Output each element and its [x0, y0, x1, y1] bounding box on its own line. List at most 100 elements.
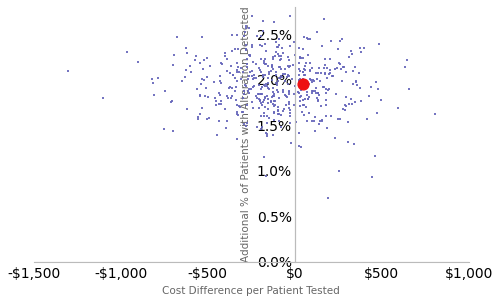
Point [296, 94, 304, 99]
Point [248, 14, 256, 18]
Point [312, 71, 320, 76]
Point [242, 47, 250, 52]
Point [284, 64, 292, 69]
Point [196, 60, 204, 65]
Point [263, 132, 271, 136]
Point [272, 73, 280, 78]
Point [277, 73, 285, 78]
Point [150, 92, 158, 97]
Point [284, 65, 292, 69]
Point [342, 69, 349, 74]
Point [306, 67, 314, 72]
Point [296, 67, 304, 72]
Point [258, 113, 266, 118]
Point [270, 104, 278, 108]
Point [322, 98, 330, 102]
Point [198, 105, 205, 110]
Point [298, 47, 306, 52]
Point [285, 105, 293, 110]
Point [228, 72, 236, 77]
Point [277, 124, 285, 129]
Point [223, 57, 231, 62]
Point [227, 64, 235, 69]
Point [252, 94, 260, 99]
Point [258, 85, 266, 90]
Point [270, 118, 278, 123]
Point [276, 65, 283, 70]
Point [322, 103, 330, 108]
Point [273, 88, 281, 93]
Point [328, 114, 336, 118]
Point [285, 92, 293, 97]
Point [248, 59, 256, 64]
Point [228, 48, 235, 53]
Point [250, 73, 258, 78]
Point [228, 85, 236, 90]
Point [254, 92, 262, 97]
Point [261, 83, 269, 88]
Point [270, 111, 278, 116]
Point [270, 109, 278, 114]
Point [220, 54, 228, 58]
Point [314, 91, 322, 96]
Point [314, 71, 322, 76]
Point [270, 94, 278, 99]
Point [281, 93, 289, 98]
Point [269, 132, 277, 137]
Point [275, 42, 283, 47]
Point [272, 45, 280, 50]
Point [342, 94, 350, 99]
Point [313, 30, 321, 35]
Point [322, 86, 330, 91]
Point [351, 99, 359, 104]
Point [206, 64, 214, 68]
Point [245, 73, 253, 78]
Point [315, 65, 323, 70]
Point [282, 93, 290, 98]
Point [268, 63, 276, 68]
Point [316, 104, 324, 108]
Point [333, 65, 341, 70]
Point [405, 87, 413, 92]
Point [320, 16, 328, 21]
Point [233, 112, 241, 117]
Point [260, 105, 268, 109]
Point [232, 69, 240, 74]
Point [278, 54, 285, 58]
Point [284, 73, 292, 78]
Point [306, 37, 314, 42]
Point [257, 92, 265, 97]
Point [304, 82, 312, 87]
Point [123, 49, 131, 54]
Point [272, 82, 280, 87]
Point [203, 117, 211, 122]
Point [191, 57, 199, 62]
Point [297, 56, 305, 61]
Point [216, 78, 224, 83]
Point [232, 97, 240, 102]
Point [218, 98, 226, 103]
Point [328, 74, 336, 78]
Point [268, 102, 276, 106]
Point [166, 100, 174, 105]
Point [271, 98, 279, 103]
Point [318, 119, 326, 124]
Point [227, 95, 235, 100]
Point [332, 92, 340, 97]
Point [432, 112, 440, 117]
Point [242, 46, 250, 51]
Point [64, 68, 72, 73]
Point [295, 61, 303, 65]
Point [264, 85, 272, 90]
Point [375, 41, 383, 46]
Point [296, 144, 304, 149]
Point [284, 82, 292, 86]
Point [192, 54, 200, 59]
Point [322, 75, 330, 80]
Point [182, 75, 190, 80]
Point [254, 82, 262, 87]
Point [260, 73, 268, 78]
Point [248, 74, 256, 78]
X-axis label: Cost Difference per Patient Tested: Cost Difference per Patient Tested [162, 286, 340, 296]
Point [299, 97, 307, 102]
